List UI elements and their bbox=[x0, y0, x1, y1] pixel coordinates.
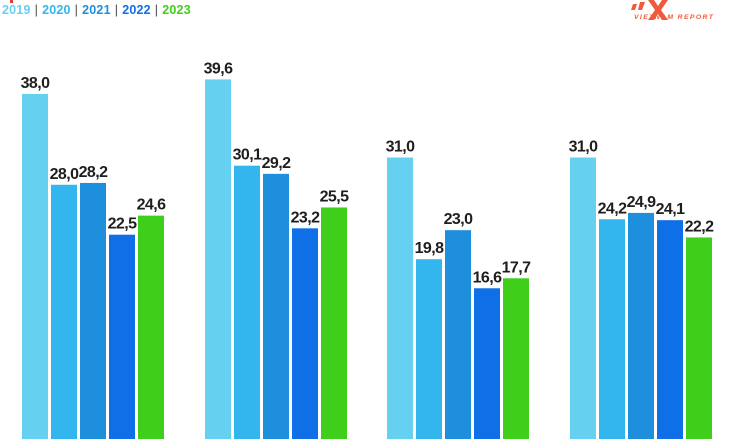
legend-separator: | bbox=[114, 3, 119, 17]
legend-item-2023: 2023 bbox=[162, 3, 191, 17]
data-label-2020-group-1: 28,0 bbox=[50, 166, 79, 183]
bar-2022-group-2 bbox=[292, 228, 318, 439]
corner-mark bbox=[10, 0, 13, 3]
bar-2022-group-1 bbox=[109, 234, 135, 439]
bar-2021-group-1 bbox=[80, 182, 106, 439]
bar-2019-group-4 bbox=[570, 157, 596, 439]
data-label-2021-group-1: 28,2 bbox=[79, 164, 108, 181]
bar-2022-group-3 bbox=[474, 288, 500, 439]
bar-2023-group-1 bbox=[138, 215, 164, 439]
data-label-2020-group-4: 24,2 bbox=[598, 200, 627, 217]
data-label-2019-group-4: 31,0 bbox=[569, 139, 598, 156]
data-label-2023-group-1: 24,6 bbox=[137, 197, 166, 214]
bar-2020-group-1 bbox=[51, 184, 77, 439]
bar-2023-group-2 bbox=[321, 207, 347, 439]
data-label-2022-group-4: 24,1 bbox=[656, 201, 685, 218]
data-label-2022-group-2: 23,2 bbox=[291, 209, 320, 226]
data-label-2019-group-1: 38,0 bbox=[21, 75, 50, 92]
legend-item-2020: 2020 bbox=[42, 3, 71, 17]
legend-separator: | bbox=[154, 3, 159, 17]
legend-item-2021: 2021 bbox=[82, 3, 111, 17]
data-label-2020-group-2: 30,1 bbox=[233, 147, 262, 164]
legend-item-2019: 2019 bbox=[2, 3, 31, 17]
legend-separator: | bbox=[74, 3, 79, 17]
data-label-2023-group-4: 22,2 bbox=[685, 218, 714, 235]
bar-2020-group-3 bbox=[416, 259, 442, 439]
bar-2021-group-4 bbox=[628, 212, 654, 439]
data-label-2023-group-3: 17,7 bbox=[502, 259, 531, 276]
bar-2023-group-4 bbox=[686, 237, 712, 439]
vietnam-report-logo-icon bbox=[631, 0, 668, 20]
legend: 2019 | 2020 | 2021 | 2022 | 2023 bbox=[2, 3, 191, 17]
bar-2022-group-4 bbox=[657, 220, 683, 439]
data-label-2019-group-3: 31,0 bbox=[386, 139, 415, 156]
data-label-2019-group-2: 39,6 bbox=[204, 60, 233, 77]
data-label-2020-group-3: 19,8 bbox=[415, 240, 444, 257]
data-label-2022-group-1: 22,5 bbox=[108, 216, 137, 233]
bar-2019-group-1 bbox=[22, 93, 48, 439]
data-label-2022-group-3: 16,6 bbox=[473, 269, 502, 286]
data-label-2021-group-3: 23,0 bbox=[444, 211, 473, 228]
bar-2019-group-2 bbox=[205, 79, 231, 439]
logo-text: VIETNAM REPORT bbox=[634, 14, 715, 21]
data-label-2021-group-2: 29,2 bbox=[262, 155, 291, 172]
bar-2023-group-3 bbox=[503, 278, 529, 439]
bar-2019-group-3 bbox=[387, 157, 413, 439]
bar-2021-group-2 bbox=[263, 173, 289, 439]
data-label-2021-group-4: 24,9 bbox=[627, 194, 656, 211]
bar-2021-group-3 bbox=[445, 230, 471, 439]
bar-2020-group-4 bbox=[599, 219, 625, 439]
data-label-2023-group-2: 25,5 bbox=[320, 188, 349, 205]
legend-separator: | bbox=[34, 3, 39, 17]
legend-item-2022: 2022 bbox=[122, 3, 151, 17]
bar-2020-group-2 bbox=[234, 165, 260, 439]
